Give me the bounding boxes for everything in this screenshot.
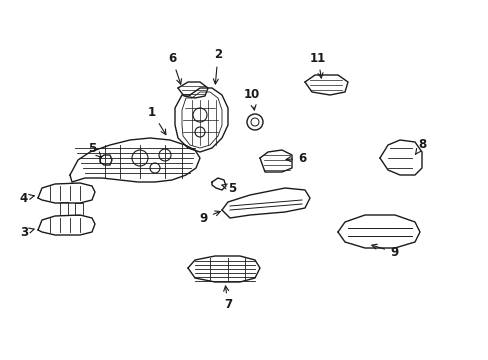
Text: 6: 6 <box>167 51 181 84</box>
Text: 10: 10 <box>244 89 260 110</box>
Text: 3: 3 <box>20 225 34 238</box>
Text: 7: 7 <box>223 286 232 311</box>
Text: 9: 9 <box>371 244 397 258</box>
Text: 5: 5 <box>88 141 101 157</box>
Text: 1: 1 <box>148 105 165 135</box>
Text: 5: 5 <box>222 181 236 194</box>
Text: 4: 4 <box>20 192 34 204</box>
Text: 11: 11 <box>309 51 325 78</box>
Text: 2: 2 <box>213 49 222 84</box>
Text: 6: 6 <box>285 152 305 165</box>
Text: 8: 8 <box>415 139 426 154</box>
Text: 9: 9 <box>199 211 220 225</box>
